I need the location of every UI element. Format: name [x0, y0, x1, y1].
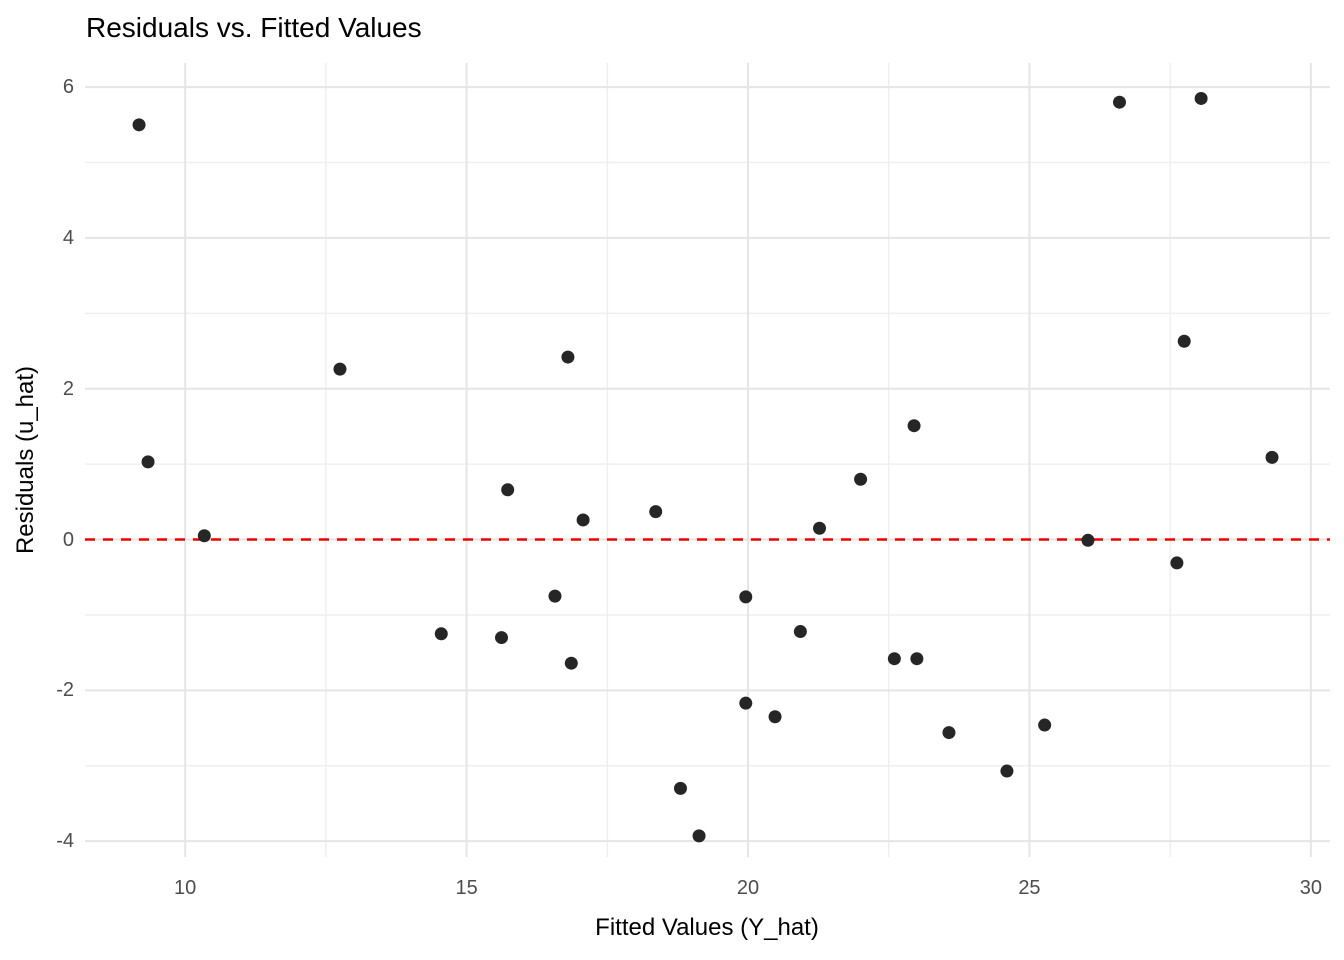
y-tick-label: -4: [56, 830, 74, 853]
data-point: [813, 521, 827, 535]
data-point: [548, 589, 562, 603]
data-point: [1177, 334, 1191, 348]
y-tick-label: 6: [62, 76, 74, 99]
data-point: [739, 590, 753, 604]
y-tick-label: 2: [62, 377, 74, 400]
data-point: [501, 483, 515, 497]
x-tick-label: 25: [1018, 877, 1041, 899]
data-point: [333, 362, 347, 376]
x-tick-label: 30: [1299, 877, 1322, 899]
data-point: [649, 505, 663, 519]
data-point: [1038, 718, 1052, 732]
data-point: [793, 625, 807, 639]
data-point: [739, 696, 753, 710]
y-tick-label: 0: [62, 528, 74, 551]
y-tick-label: -2: [56, 679, 74, 702]
x-axis-title: Fitted Values (Y_hat): [595, 914, 819, 941]
data-point: [1170, 556, 1184, 570]
data-point: [907, 419, 921, 433]
data-point: [673, 781, 687, 795]
data-point: [434, 627, 448, 641]
x-tick-label: 10: [174, 877, 197, 899]
data-point: [495, 631, 509, 645]
plot-panel: [85, 63, 1330, 857]
data-point: [854, 472, 868, 486]
data-point: [564, 656, 578, 670]
data-point: [692, 829, 706, 843]
data-point: [1000, 764, 1014, 778]
chart-title: Residuals vs. Fitted Values: [86, 12, 422, 43]
data-point: [768, 710, 782, 724]
data-point: [887, 652, 901, 666]
data-point: [132, 118, 146, 132]
data-point: [1112, 95, 1126, 109]
data-point: [1265, 450, 1279, 464]
data-point: [1081, 533, 1095, 547]
data-point: [1194, 91, 1208, 105]
data-point: [197, 529, 211, 543]
data-point: [141, 455, 155, 469]
x-tick-label: 15: [455, 877, 478, 899]
data-point: [942, 726, 956, 740]
data-point: [561, 350, 575, 364]
data-point: [910, 652, 924, 666]
data-point: [576, 513, 590, 527]
x-tick-label: 20: [736, 877, 760, 899]
y-tick-label: 4: [62, 226, 74, 249]
